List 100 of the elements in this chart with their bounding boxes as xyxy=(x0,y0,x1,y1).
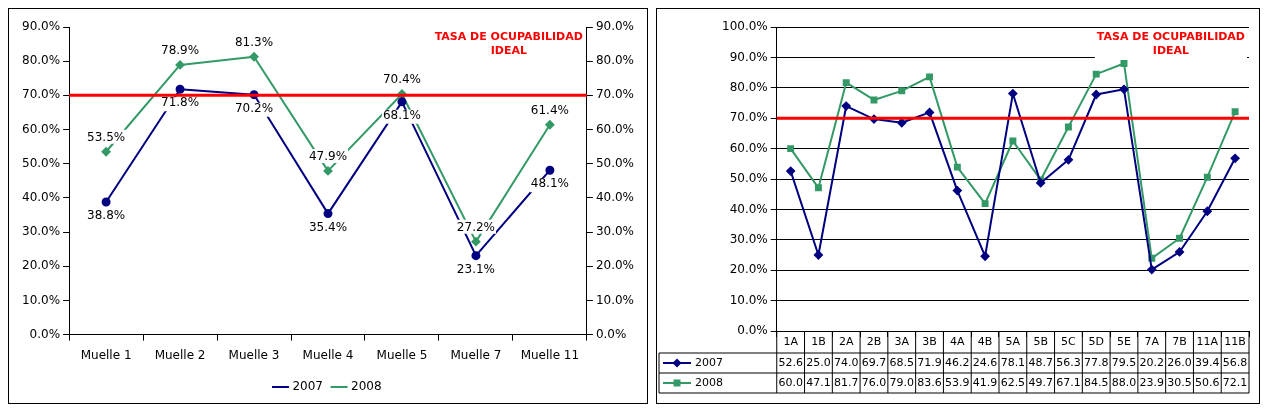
data-label: 70.4% xyxy=(382,72,422,87)
x-tick-label: 5C xyxy=(1061,334,1077,348)
data-label: 53.5% xyxy=(87,129,126,144)
data-label: 71.8% xyxy=(161,95,200,110)
data-label: 26.0 xyxy=(1167,355,1192,369)
y-tick-label: 70.0% xyxy=(22,87,61,102)
y-tick-label: 30.0% xyxy=(22,224,61,239)
x-tick-label: 1B xyxy=(811,334,826,348)
y2-tick-label: 10.0% xyxy=(595,292,634,307)
x-tick-label: 5B xyxy=(1033,334,1048,348)
x-tick-label: Muelle 2 xyxy=(154,347,206,362)
data-label: 52.6 xyxy=(778,355,803,369)
data-label: 24.6 xyxy=(972,355,998,369)
y-tick-label: 90.0% xyxy=(22,19,61,34)
y-tick-label: 20.0% xyxy=(22,258,61,273)
data-label: 27.2% xyxy=(456,219,495,234)
x-tick-label: 5A xyxy=(1005,334,1021,348)
x-tick-label: 3A xyxy=(894,334,910,348)
y2-tick-label: 30.0% xyxy=(595,224,634,239)
data-label: 56.8 xyxy=(1222,355,1248,369)
x-tick-label: 7B xyxy=(1172,334,1187,348)
y-tick-label: 50.0% xyxy=(729,171,768,186)
legend-label: 2007 xyxy=(695,355,723,369)
y-tick-label: 30.0% xyxy=(729,231,768,246)
data-label: 39.4 xyxy=(1195,355,1220,369)
x-tick-label: Muelle 3 xyxy=(228,347,280,362)
x-tick-label: Muelle 11 xyxy=(520,347,580,362)
x-tick-label: 2A xyxy=(838,334,854,348)
y2-tick-label: 0.0% xyxy=(595,326,627,341)
data-label: 35.4% xyxy=(308,219,348,234)
data-label: 25.0 xyxy=(806,355,831,369)
data-label: 30.5 xyxy=(1167,375,1192,389)
data-label: 71.9 xyxy=(917,355,942,369)
data-label: 20.2 xyxy=(1139,355,1165,369)
data-label: 67.1 xyxy=(1056,375,1081,389)
x-tick-label: 1A xyxy=(783,334,799,348)
legend-label: 2008 xyxy=(351,379,382,394)
y-tick-label: 10.0% xyxy=(22,292,61,307)
data-label: 61.4% xyxy=(530,102,569,117)
x-tick-label: Muelle 7 xyxy=(450,347,502,362)
y-tick-label: 80.0% xyxy=(729,79,768,94)
data-label: 49.7 xyxy=(1028,375,1053,389)
x-tick-label: 3B xyxy=(922,334,937,348)
data-label: 68.5 xyxy=(889,355,915,369)
y-tick-label: 40.0% xyxy=(22,190,61,205)
y2-tick-label: 80.0% xyxy=(595,53,634,68)
data-label: 23.1% xyxy=(456,261,495,276)
data-label: 68.1% xyxy=(382,107,422,122)
x-tick-label: 7A xyxy=(1144,334,1160,348)
ref-line-label: TASA DE OCUPABILIDAD IDEAL xyxy=(434,30,583,58)
x-tick-label: Muelle 1 xyxy=(80,347,132,362)
data-label: 69.7 xyxy=(861,355,887,369)
x-tick-label: Muelle 5 xyxy=(376,347,428,362)
data-label: 81.3% xyxy=(234,34,274,49)
y2-tick-label: 50.0% xyxy=(595,155,634,170)
data-label: 78.1 xyxy=(1000,355,1026,369)
y-tick-label: 100.0% xyxy=(721,19,768,34)
x-tick-label: 5D xyxy=(1088,334,1104,348)
data-label: 79.5 xyxy=(1111,355,1137,369)
data-label: 88.0 xyxy=(1111,375,1137,389)
data-label: 70.2% xyxy=(234,100,274,115)
y-tick-label: 0.0% xyxy=(29,326,61,341)
x-tick-label: 4A xyxy=(950,334,966,348)
x-tick-label: 5E xyxy=(1117,334,1132,348)
y-tick-label: 60.0% xyxy=(729,140,768,155)
data-label: 41.9 xyxy=(972,375,998,389)
y2-tick-label: 70.0% xyxy=(595,87,634,102)
y-tick-label: 70.0% xyxy=(729,110,768,125)
x-tick-label: Muelle 4 xyxy=(302,347,354,362)
data-label: 47.1 xyxy=(806,375,831,389)
y2-tick-label: 40.0% xyxy=(595,190,634,205)
data-label: 50.6 xyxy=(1195,375,1220,389)
x-tick-label: 2B xyxy=(866,334,882,348)
x-tick-label: 4B xyxy=(977,334,993,348)
y-tick-label: 10.0% xyxy=(729,292,768,307)
data-label: 77.8 xyxy=(1083,355,1109,369)
y-tick-label: 40.0% xyxy=(729,201,768,216)
data-label: 38.8% xyxy=(87,208,126,223)
data-label: 48.7 xyxy=(1028,355,1053,369)
y2-tick-label: 60.0% xyxy=(595,121,634,136)
data-label: 78.9% xyxy=(161,43,200,58)
y2-tick-label: 90.0% xyxy=(595,19,634,34)
data-label: 56.3 xyxy=(1056,355,1081,369)
data-label: 74.0 xyxy=(833,355,859,369)
data-label: 83.6 xyxy=(917,375,942,389)
legend-label: 2007 xyxy=(292,379,324,394)
data-label: 84.5 xyxy=(1083,375,1109,389)
y2-tick-label: 20.0% xyxy=(595,258,634,273)
y-tick-label: 20.0% xyxy=(729,262,768,277)
data-label: 81.7 xyxy=(833,375,859,389)
data-label: 79.0 xyxy=(889,375,915,389)
ref-line-label: TASA DE OCUPABILIDAD IDEAL xyxy=(1096,30,1245,58)
data-label: 23.9 xyxy=(1139,375,1165,389)
x-tick-label: 11A xyxy=(1196,334,1219,348)
x-tick-label: 11B xyxy=(1224,334,1246,348)
data-label: 62.5 xyxy=(1000,375,1026,389)
y-tick-label: 80.0% xyxy=(22,53,61,68)
legend-label: 2008 xyxy=(695,375,723,389)
data-label: 46.2 xyxy=(945,355,970,369)
data-label: 47.9% xyxy=(308,149,348,164)
